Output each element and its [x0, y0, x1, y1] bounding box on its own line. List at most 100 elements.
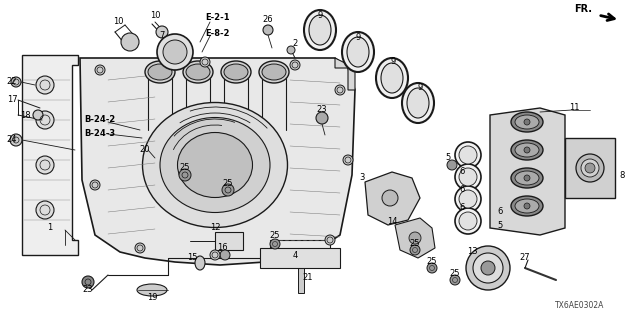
Circle shape [450, 275, 460, 285]
Ellipse shape [137, 284, 167, 296]
Polygon shape [80, 58, 355, 265]
Circle shape [524, 119, 530, 125]
Ellipse shape [221, 61, 251, 83]
Text: 27: 27 [520, 253, 531, 262]
Circle shape [157, 34, 193, 70]
Text: 15: 15 [187, 253, 197, 262]
Text: 5: 5 [497, 221, 502, 230]
Text: 5: 5 [445, 153, 451, 162]
Circle shape [90, 180, 100, 190]
Text: 8: 8 [620, 171, 625, 180]
Text: FR.: FR. [574, 4, 592, 14]
Ellipse shape [515, 115, 539, 129]
Text: 6: 6 [497, 207, 502, 217]
Text: 20: 20 [140, 146, 150, 155]
Circle shape [222, 184, 234, 196]
Text: 10: 10 [113, 18, 124, 27]
Bar [270, 240, 330, 260]
Circle shape [287, 46, 295, 54]
Text: 6: 6 [460, 204, 465, 212]
Text: 25: 25 [223, 179, 233, 188]
Circle shape [335, 85, 345, 95]
Circle shape [82, 276, 94, 288]
Ellipse shape [381, 63, 403, 93]
Circle shape [200, 57, 210, 67]
Circle shape [270, 239, 280, 249]
Text: 6: 6 [460, 167, 465, 177]
Circle shape [410, 245, 420, 255]
Text: 25: 25 [269, 231, 280, 241]
Ellipse shape [186, 64, 210, 80]
Bar [215, 232, 243, 250]
Circle shape [481, 261, 495, 275]
Circle shape [343, 155, 353, 165]
Ellipse shape [515, 171, 539, 185]
Circle shape [33, 110, 43, 120]
Text: 17: 17 [6, 95, 17, 105]
Ellipse shape [342, 32, 374, 72]
Text: 2: 2 [292, 38, 298, 47]
Bar [565, 138, 615, 198]
Ellipse shape [511, 140, 543, 160]
Text: 19: 19 [147, 292, 157, 301]
Text: 18: 18 [20, 111, 30, 121]
Ellipse shape [511, 112, 543, 132]
Circle shape [524, 147, 530, 153]
Ellipse shape [511, 168, 543, 188]
Text: 12: 12 [210, 223, 220, 233]
Text: TX6AE0302A: TX6AE0302A [556, 301, 605, 310]
Text: 21: 21 [303, 274, 313, 283]
Text: 14: 14 [387, 218, 397, 227]
Circle shape [466, 246, 510, 290]
Text: B-24-2: B-24-2 [84, 116, 116, 124]
Ellipse shape [455, 208, 481, 234]
Circle shape [524, 203, 530, 209]
Ellipse shape [407, 88, 429, 118]
Ellipse shape [304, 10, 336, 50]
Text: 25: 25 [450, 268, 460, 277]
Circle shape [382, 190, 398, 206]
Circle shape [10, 134, 22, 146]
Text: 10: 10 [150, 12, 160, 20]
Text: 24: 24 [7, 135, 17, 145]
Ellipse shape [581, 159, 599, 177]
Text: E-2-1: E-2-1 [205, 13, 230, 22]
Circle shape [263, 25, 273, 35]
Circle shape [36, 201, 54, 219]
Ellipse shape [259, 61, 289, 83]
Circle shape [36, 156, 54, 174]
Ellipse shape [459, 146, 477, 164]
Circle shape [447, 160, 457, 170]
Circle shape [36, 111, 54, 129]
Bar [260, 248, 340, 268]
Ellipse shape [148, 64, 172, 80]
Text: 25: 25 [410, 238, 420, 247]
Ellipse shape [160, 117, 270, 212]
Circle shape [220, 250, 230, 260]
Ellipse shape [195, 256, 205, 270]
Ellipse shape [177, 132, 253, 197]
Ellipse shape [224, 64, 248, 80]
Polygon shape [395, 218, 435, 258]
Circle shape [135, 243, 145, 253]
Circle shape [179, 169, 191, 181]
Ellipse shape [455, 186, 481, 212]
Text: 25: 25 [427, 257, 437, 266]
Ellipse shape [376, 58, 408, 98]
Ellipse shape [143, 102, 287, 228]
Text: 11: 11 [569, 103, 579, 113]
Text: B-24-3: B-24-3 [84, 129, 116, 138]
Circle shape [585, 163, 595, 173]
Text: 9: 9 [317, 12, 323, 20]
Text: 26: 26 [262, 15, 273, 25]
Circle shape [210, 250, 220, 260]
Text: 9: 9 [355, 33, 360, 42]
Circle shape [316, 112, 328, 124]
Ellipse shape [262, 64, 286, 80]
Ellipse shape [459, 190, 477, 208]
Text: 23: 23 [317, 106, 327, 115]
Circle shape [427, 263, 437, 273]
Text: 4: 4 [292, 251, 298, 260]
Circle shape [95, 65, 105, 75]
Text: 13: 13 [467, 247, 477, 257]
